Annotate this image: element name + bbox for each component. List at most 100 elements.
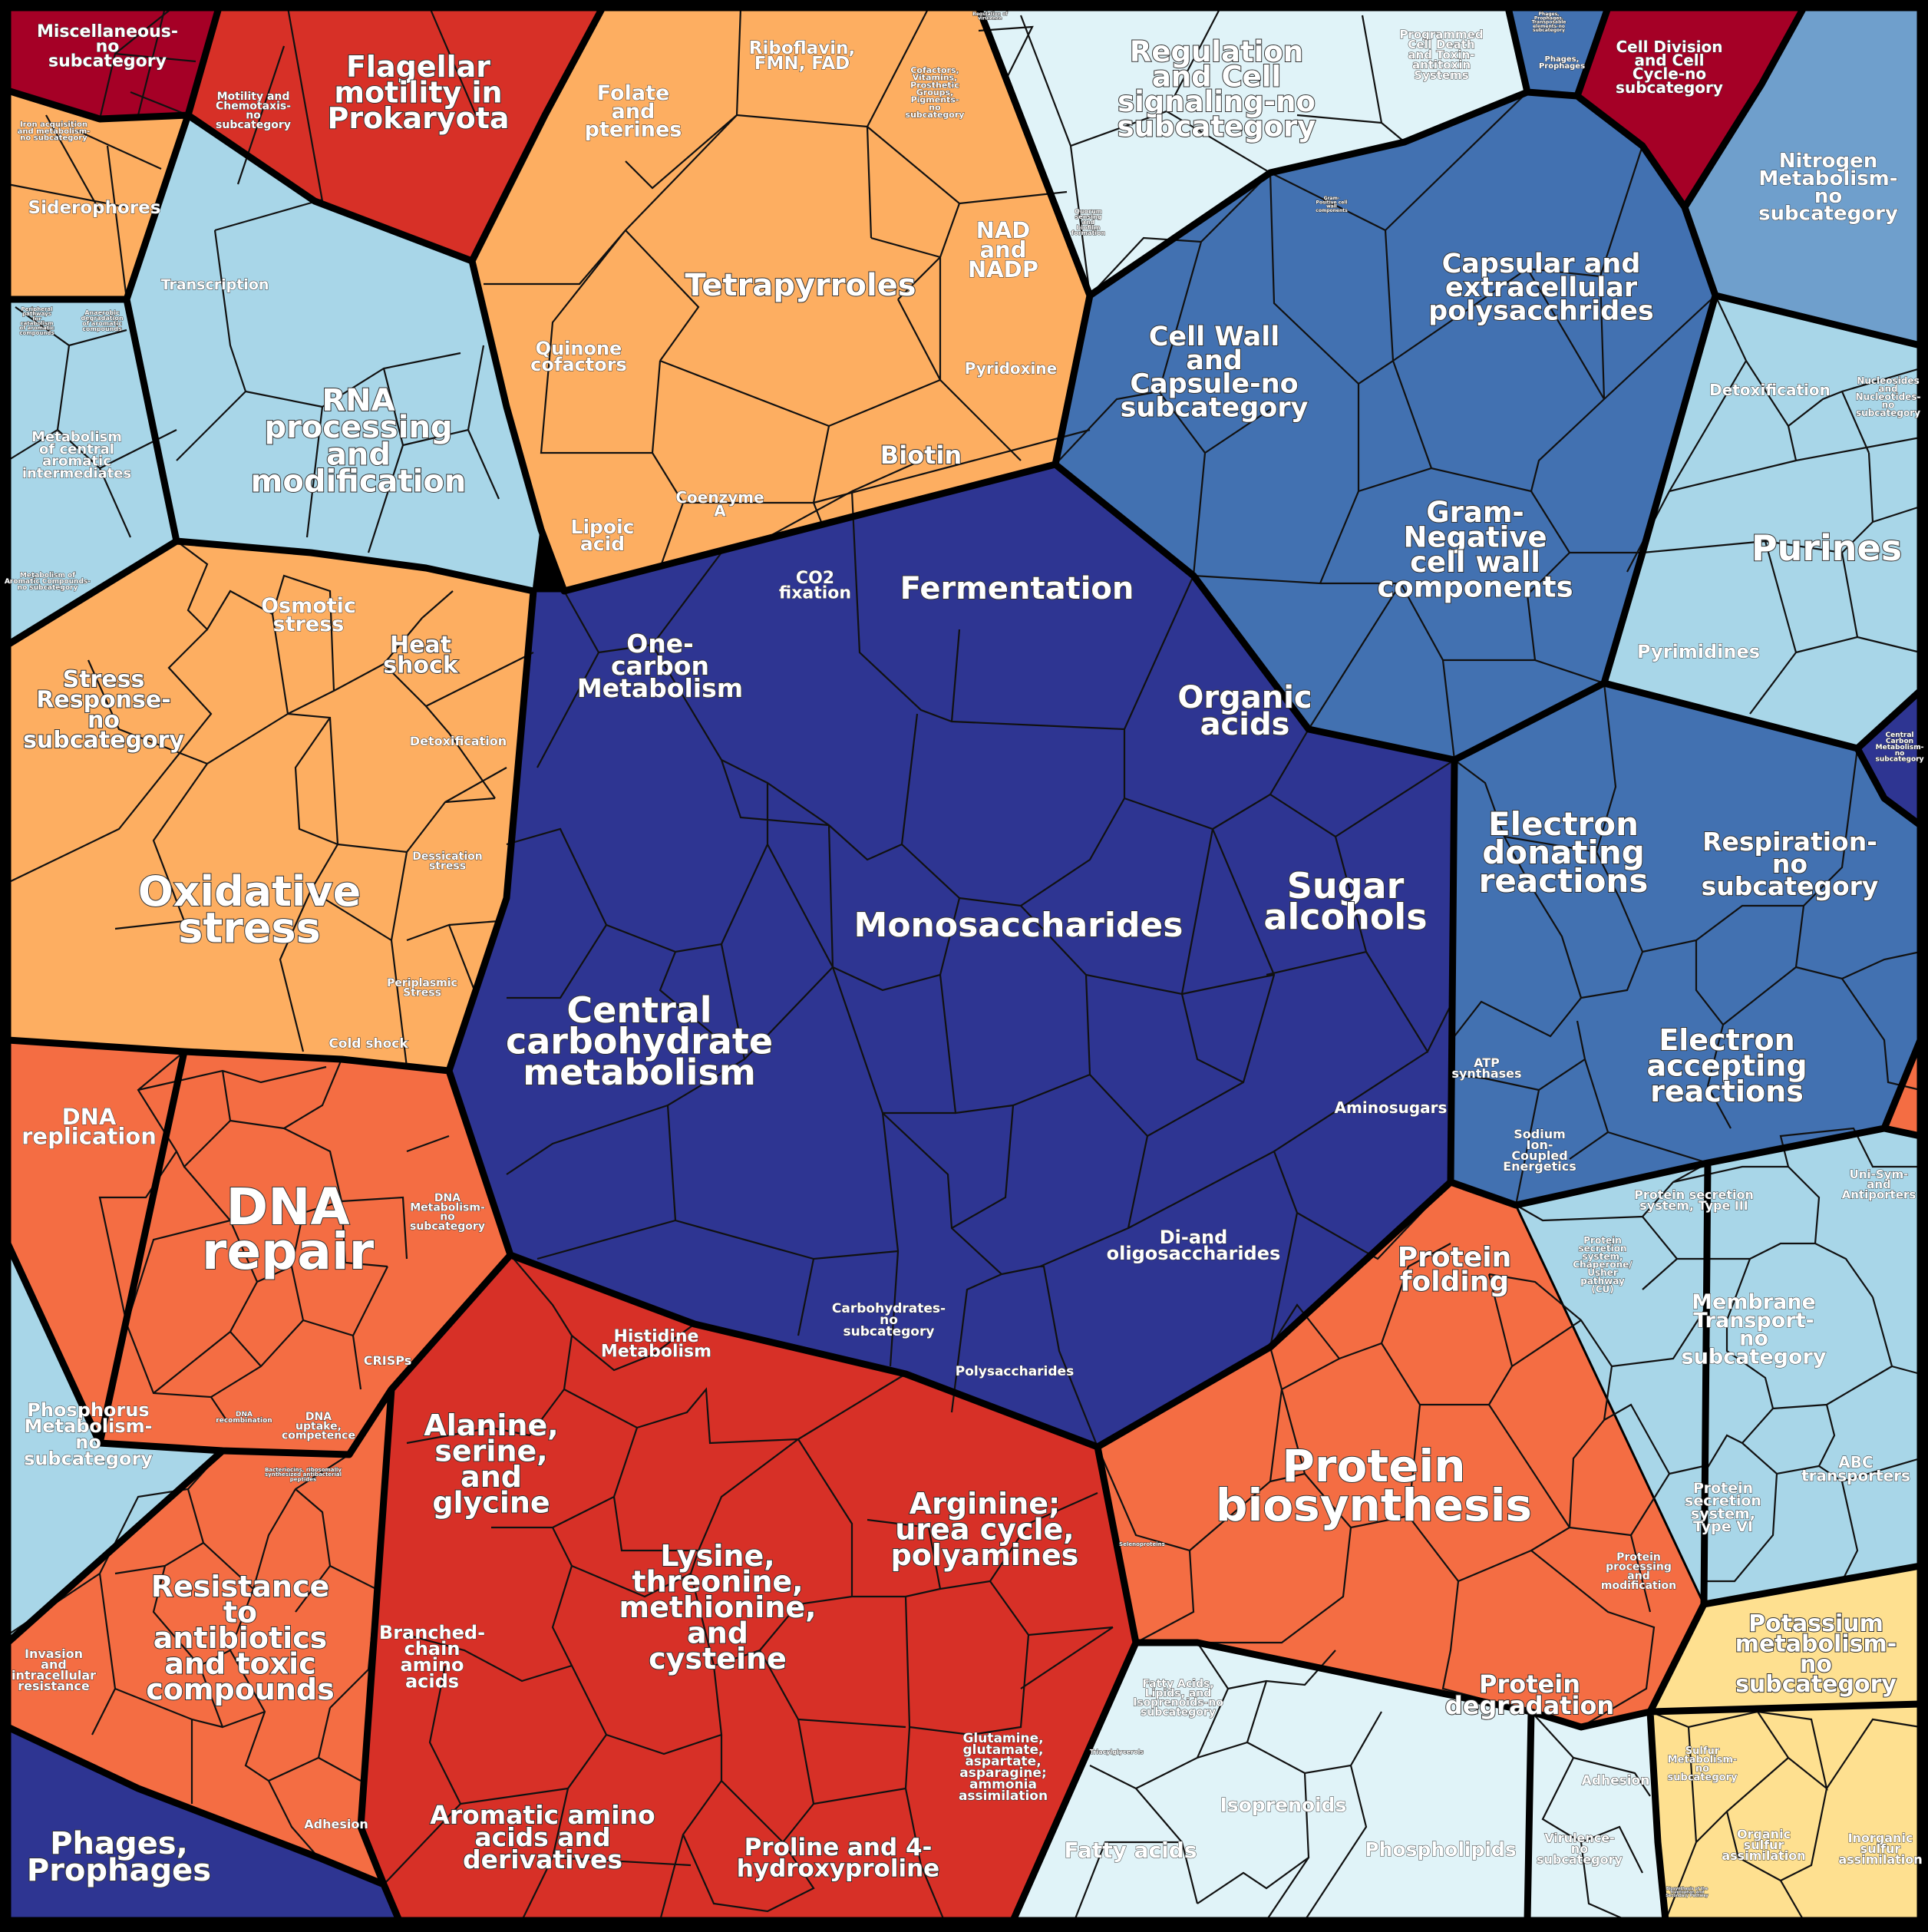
label-proline: Proline and 4-hydroxyproline <box>737 1834 939 1882</box>
label-aromatic-no-sub: Metabolism of Aromatic Compounds-no subca… <box>5 572 91 592</box>
label-selenoproteins: Selenoproteins <box>1119 1541 1165 1547</box>
label-capsular-polysaccharides: Capsular and extracellular polysacchrides <box>1428 249 1654 327</box>
label-protein-secretion-iii: Protein secretion system, Type III <box>1634 1187 1754 1213</box>
label-glutamine: Glutamine, glutamate, aspartate, asparagine… <box>959 1731 1048 1804</box>
label-adhesion-right: Adhesion <box>1582 1773 1650 1788</box>
group-outlines <box>4 4 1924 1924</box>
label-siderophores: Siderophores <box>28 198 161 218</box>
label-alanine-serine: Alanine, serine, and glycine <box>424 1409 558 1519</box>
label-riboflavin: Riboflavin, FMN, FAD <box>749 38 855 74</box>
label-polysaccharides: Polysaccharides <box>956 1364 1074 1379</box>
label-motility-chemotaxis: Motility and Chemotaxis-no subcategory <box>216 91 291 131</box>
label-triacylglycerols: Triacylglycerols <box>1090 1749 1144 1755</box>
label-adhesion-left: Adhesion <box>304 1817 368 1831</box>
label-invasion: Invasion and intracellular resistance <box>12 1646 96 1693</box>
label-uni-sym-antiporters: Uni-Sym-and Antiporters <box>1842 1167 1916 1201</box>
label-protein-secretion-chaperone: Protein secretion system, Chaperone/Usher pa… <box>1573 1235 1633 1294</box>
label-stress-response-no-sub: Stress Response-no subcategory <box>23 666 184 754</box>
label-detoxification-top: Detoxification <box>1709 381 1831 399</box>
label-cold-shock: Cold shock <box>328 1036 408 1052</box>
label-aromatic-amino: Aromatic amino acids and derivatives <box>430 1800 655 1874</box>
label-transcription: Transcription <box>161 276 269 293</box>
label-coenzyme-a: Coenzyme A <box>675 488 764 520</box>
label-quorum-sensing: Quorum sensing and biofilm formation <box>1071 208 1106 236</box>
label-nitrogen-metabolism: Nitrogen Metabolism-no subcategory <box>1758 150 1898 226</box>
label-central-aromatic: Metabolism of central aromatic intermediate… <box>22 429 131 482</box>
label-dna-metabolism-no-sub: DNA Metabolism-no subcategory <box>410 1192 485 1233</box>
label-sodium-ion: Sodium Ion-Coupled Energetics <box>1503 1127 1576 1174</box>
label-phages-prophages-large: Phages, Prophages <box>27 1826 211 1888</box>
label-di-oligosaccharides: Di-and oligosaccharides <box>1107 1227 1281 1264</box>
label-crisps: CRISPs <box>364 1353 412 1368</box>
label-sugar-alcohols: Sugar alcohols <box>1263 865 1427 937</box>
label-regulation-virulence: Regulation of virulence <box>972 12 1008 21</box>
label-carbohydrates-no-sub: Carbohydrates-no subcategory <box>832 1301 946 1339</box>
label-pyridoxine: Pyridoxine <box>965 359 1057 378</box>
label-misc-no-sub: Miscellaneous-no subcategory <box>37 22 178 71</box>
label-secondary-small: Biosynthesis of the Tryptophan and Seconda… <box>1666 1887 1708 1898</box>
label-phages-prophages-small: Phages, Prophages <box>1539 55 1585 71</box>
label-respiration-no-sub: Respiration-no subcategory <box>1702 827 1879 901</box>
labels: Miscellaneous-no subcategory Motility and C… <box>4 12 1924 1899</box>
label-abc-transporters: ABC transporters <box>1801 1453 1910 1485</box>
label-protein-folding: Protein folding <box>1398 1242 1511 1298</box>
label-organic-sulfur: Organic sulfur assimilation <box>1722 1827 1805 1863</box>
label-protein-processing: Protein processing and modification <box>1601 1551 1676 1592</box>
label-atp-synthases: ATP synthases <box>1451 1055 1521 1081</box>
label-quinone: Quinone cofactors <box>530 338 627 375</box>
label-membrane-transport: Membrane Transport-no subcategory <box>1682 1290 1827 1369</box>
label-organic-acids: Organic acids <box>1177 680 1312 742</box>
label-heat-shock: Heat shock <box>383 632 459 679</box>
label-cell-wall-capsule: Cell Wall and Capsule-no subcategory <box>1121 322 1309 423</box>
label-osmotic-stress: Osmotic stress <box>261 594 356 636</box>
label-tetrapyrroles: Tetrapyrroles <box>685 268 916 303</box>
label-sulfur-metabolism: Sulfur Metabolism-no subcategory <box>1668 1745 1738 1783</box>
label-gram-positive-cell-wall: Gram-Positive cell wall components <box>1316 196 1348 213</box>
label-arginine: Arginine; urea cycle, polyamines <box>891 1487 1079 1572</box>
label-periplasmic-stress: Periplasmic Stress <box>387 977 457 999</box>
label-lysine-threonine: Lysine, threonine, methionine, and cysteine <box>619 1539 816 1676</box>
label-nad-nadp: NAD and NADP <box>968 217 1038 282</box>
label-rna-processing: RNA processing and modification <box>251 383 467 500</box>
label-phages-prophages-transposable: Phages, Prophages, Transposable elements-no… <box>1532 12 1566 33</box>
label-anaerobic-degradation: Anaerobic degradation of aromatic compounds <box>81 309 123 332</box>
label-fatty-acids-lipids: Fatty Acids, Lipids, and Isoprenoids-no sub… <box>1133 1678 1223 1719</box>
label-oxidative-stress: Oxidative stress <box>138 867 362 953</box>
label-isoprenoids: Isoprenoids <box>1220 1794 1347 1816</box>
label-peripheral-pathways: Peripheral pathways for catabolism of aromat… <box>19 306 54 336</box>
label-branched-chain: Branched-chain amino acids <box>379 1622 485 1692</box>
label-programmed-cell-death: Programmed Cell Death and Toxin-antitoxin S… <box>1399 28 1483 82</box>
label-pyrimidines: Pyrimidines <box>1637 641 1760 662</box>
label-protein-degradation: Protein degradation <box>1445 1669 1614 1720</box>
label-bacteriocins: Bacteriocins, ribosomally synthesized ant… <box>265 1467 342 1482</box>
label-iron-acq: Iron acquisition and metabolism-no subcat… <box>18 121 91 143</box>
label-nucleosides-no-sub: Nucleosides and Nucleotides-no subcategory <box>1856 375 1921 418</box>
label-electron-donating: Electron donating reactions <box>1479 805 1649 900</box>
label-protein-secretion-vi: Protein secretion system, Type VI <box>1685 1480 1761 1535</box>
label-detoxification-stress: Detoxification <box>410 734 507 748</box>
label-central-carbon-small: Central Carbon Metabolism-no subcategory <box>1876 732 1924 764</box>
label-dessication-stress: Dessication stress <box>412 850 482 872</box>
label-electron-accepting: Electron accepting reactions <box>1646 1023 1807 1108</box>
label-one-carbon: One-carbon Metabolism <box>577 629 743 703</box>
label-central-carbohydrate: Central carbohydrate metabolism <box>506 989 773 1093</box>
label-purines: Purines <box>1751 527 1902 569</box>
label-virulence-no-sub: Virulence-no subcategory <box>1537 1831 1623 1867</box>
label-dna-repair: DNA repair <box>202 1177 375 1281</box>
label-resistance-antibiotics: Resistance to antibiotics and toxic compound… <box>146 1570 334 1706</box>
label-aminosugars: Aminosugars <box>1335 1098 1448 1117</box>
label-regulation-cell-signaling: Regulation and Cell signaling-no subcategor… <box>1118 35 1316 144</box>
label-fatty-acids: Fatty acids <box>1065 1838 1197 1863</box>
label-phosphorus-metabolism: Phosphorus Metabolism-no subcategory <box>24 1399 153 1469</box>
label-histidine: Histidine Metabolism <box>601 1327 711 1361</box>
label-cell-division: Cell Division and Cell Cycle-no subcategory <box>1616 38 1723 97</box>
cell-stress-response[interactable] <box>6 540 535 1072</box>
label-cofactors-vitamins: Cofactors, Vitamins, Prosthetic Groups, Pigm… <box>906 65 965 120</box>
label-lipoic-acid: Lipoic acid <box>571 516 635 555</box>
label-protein-biosynthesis: Protein biosynthesis <box>1216 1440 1532 1531</box>
cell-virulence-right[interactable] <box>1526 1710 1667 1922</box>
label-dna-replication: DNA replication <box>21 1104 157 1150</box>
label-gram-negative: Gram-Negative cell wall components <box>1377 496 1573 604</box>
